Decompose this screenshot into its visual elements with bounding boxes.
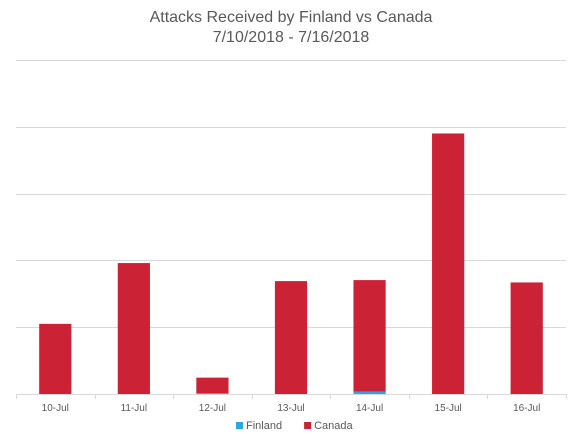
chart-subtitle: 7/10/2018 - 7/16/2018	[212, 29, 370, 46]
x-axis: 10-Jul 11-Jul 12-Jul 13-Jul 14-Jul 15-Jul 16-J…	[16, 394, 567, 414]
x-tick-label-15-Jul: 15-Jul	[435, 403, 462, 414]
legend: Finland Canada	[236, 420, 354, 432]
bar-canada-11-Jul	[117, 263, 150, 394]
x-tick-label-11-Jul: 11-Jul	[121, 403, 148, 414]
x-tick-label-13-Jul: 13-Jul	[277, 403, 304, 414]
chart-title: Attacks Received by Finland vs Canada	[149, 9, 433, 26]
bar-finland-14-Jul	[353, 391, 386, 394]
chart-title-block: Attacks Received by Finland vs Canada 7/…	[0, 8, 582, 48]
bar-canada-15-Jul	[432, 133, 465, 395]
legend-swatch-finland	[236, 422, 243, 429]
bar-canada-12-Jul	[196, 377, 229, 393]
bar-canada-13-Jul	[274, 281, 308, 394]
bar-canada-16-Jul	[510, 282, 543, 394]
bar-canada-10-Jul	[39, 323, 72, 394]
bar-canada-14-Jul	[353, 280, 386, 392]
bar-finland-12-Jul	[196, 392, 229, 394]
x-tick-label-14-Jul: 14-Jul	[356, 403, 383, 414]
x-tick-label-12-Jul: 12-Jul	[199, 403, 226, 414]
legend-swatch-canada	[304, 422, 312, 429]
x-tick-label-10-Jul: 10-Jul	[42, 403, 69, 414]
legend-label-finland: Finland	[246, 420, 282, 432]
bars	[39, 133, 543, 395]
x-tick-label-16-Jul: 16-Jul	[513, 403, 540, 414]
legend-label-canada: Canada	[314, 420, 353, 432]
